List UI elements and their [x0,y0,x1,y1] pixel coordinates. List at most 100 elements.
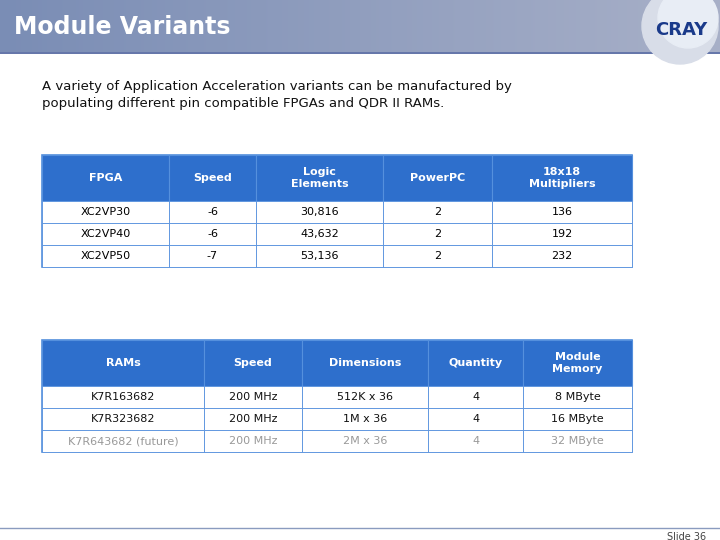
Bar [199,0,200,52]
Bar [244,0,245,52]
Bar [324,0,325,52]
Bar [453,0,454,52]
Bar [17,0,18,52]
Text: Speed: Speed [233,358,272,368]
Bar [658,0,659,52]
Bar [687,0,688,52]
Bar [124,0,125,52]
Bar [318,0,319,52]
Bar [135,0,136,52]
Bar [435,0,436,52]
Bar [234,0,235,52]
Bar [557,0,558,52]
Bar [133,0,134,52]
Bar [441,0,442,52]
Bar [287,0,288,52]
Bar [523,408,632,430]
Text: 2: 2 [434,229,441,239]
Bar [586,0,587,52]
Bar [267,0,268,52]
Bar [427,0,428,52]
Bar [379,0,380,52]
Bar [405,0,406,52]
Bar [115,0,116,52]
Bar [563,0,564,52]
Bar [548,0,549,52]
Bar [633,0,634,52]
Bar [169,0,170,52]
Bar [495,0,496,52]
Bar [78,0,79,52]
Bar [127,0,128,52]
Bar [444,0,445,52]
Bar [644,0,645,52]
Bar [264,0,265,52]
Bar [492,223,632,245]
Bar [243,0,244,52]
Bar [32,0,33,52]
Bar [222,0,223,52]
Bar [256,0,257,52]
Bar [334,0,335,52]
Bar [518,0,519,52]
Bar [412,0,413,52]
Text: Quantity: Quantity [449,358,503,368]
Bar [385,0,386,52]
Bar [289,0,290,52]
Bar [137,0,138,52]
Bar [647,0,648,52]
Bar [426,0,427,52]
Bar [482,0,483,52]
Bar [42,386,204,408]
Bar [360,0,361,52]
Bar [713,0,714,52]
Bar [62,0,63,52]
Bar [273,0,274,52]
Bar [281,0,282,52]
Bar [689,0,690,52]
Bar [429,0,430,52]
Bar [42,340,204,386]
Bar [493,0,494,52]
Bar [339,0,340,52]
Bar [13,0,14,52]
Bar [112,0,113,52]
Text: 8 MByte: 8 MByte [554,392,600,402]
Bar [40,0,41,52]
Bar [464,0,465,52]
Bar [191,0,192,52]
Bar [245,0,246,52]
Bar [615,0,616,52]
Bar [479,0,480,52]
Bar [233,0,234,52]
Bar [560,0,561,52]
Bar [598,0,599,52]
Bar [478,0,479,52]
Bar [609,0,610,52]
Bar [639,0,640,52]
Bar [184,0,185,52]
Bar [240,0,241,52]
Bar [248,0,249,52]
Text: populating different pin compatible FPGAs and QDR II RAMs.: populating different pin compatible FPGA… [42,97,444,110]
Bar [210,0,211,52]
Bar [462,0,463,52]
Bar [716,0,717,52]
Bar [521,0,522,52]
Bar [173,0,174,52]
Bar [252,0,253,52]
Bar [237,0,238,52]
Bar [428,340,523,386]
Bar [146,0,147,52]
Bar [169,155,256,201]
Bar [653,0,654,52]
Bar [278,0,279,52]
Bar [302,386,428,408]
Bar [268,0,269,52]
Bar [401,0,402,52]
Bar [113,0,114,52]
Bar [364,0,365,52]
Bar [523,430,632,452]
Bar [683,0,684,52]
Bar [65,0,66,52]
